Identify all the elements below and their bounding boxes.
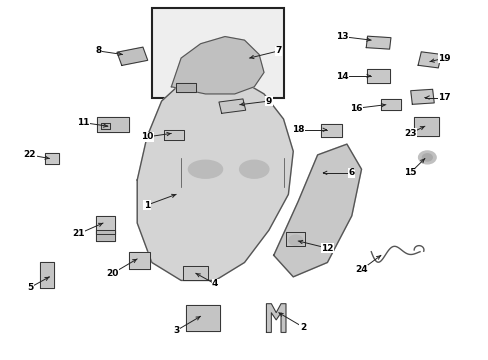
Polygon shape: [413, 117, 438, 135]
Polygon shape: [96, 216, 115, 234]
Polygon shape: [410, 89, 433, 104]
Polygon shape: [129, 252, 150, 269]
Text: 24: 24: [354, 265, 367, 274]
Text: 1: 1: [143, 201, 150, 210]
Ellipse shape: [188, 160, 222, 178]
Text: 20: 20: [106, 269, 119, 278]
Text: 15: 15: [403, 168, 416, 177]
Text: 13: 13: [335, 32, 347, 41]
Text: 6: 6: [348, 168, 354, 177]
Text: 5: 5: [27, 283, 33, 292]
Polygon shape: [321, 124, 341, 137]
Text: 8: 8: [95, 46, 101, 55]
Polygon shape: [176, 83, 195, 92]
Text: 12: 12: [321, 244, 333, 253]
Polygon shape: [117, 47, 147, 66]
Polygon shape: [96, 230, 115, 241]
Text: 9: 9: [265, 96, 271, 105]
Polygon shape: [366, 36, 390, 49]
Circle shape: [422, 154, 431, 161]
Polygon shape: [97, 117, 128, 132]
Text: 10: 10: [141, 132, 153, 141]
Text: 18: 18: [291, 125, 304, 134]
Polygon shape: [273, 144, 361, 277]
Bar: [152, 8, 283, 98]
Polygon shape: [417, 52, 441, 68]
Text: 22: 22: [23, 150, 36, 159]
Circle shape: [288, 235, 302, 245]
Text: 2: 2: [299, 323, 305, 332]
Text: 4: 4: [212, 279, 218, 288]
Text: 3: 3: [173, 326, 179, 335]
Text: 23: 23: [403, 129, 416, 138]
Polygon shape: [183, 266, 208, 280]
Polygon shape: [186, 305, 219, 331]
Text: 19: 19: [437, 54, 450, 63]
Polygon shape: [163, 130, 183, 140]
Polygon shape: [101, 123, 110, 130]
Text: 14: 14: [335, 72, 347, 81]
Ellipse shape: [239, 160, 268, 178]
Text: 17: 17: [437, 93, 450, 102]
Polygon shape: [171, 37, 264, 94]
Polygon shape: [266, 304, 285, 332]
Text: 7: 7: [275, 46, 281, 55]
Polygon shape: [380, 99, 400, 111]
Polygon shape: [366, 69, 389, 83]
Polygon shape: [137, 76, 293, 280]
Polygon shape: [44, 153, 59, 164]
Polygon shape: [285, 232, 305, 246]
Text: 16: 16: [350, 104, 362, 113]
Polygon shape: [40, 262, 54, 288]
Circle shape: [418, 151, 435, 164]
Polygon shape: [219, 99, 245, 113]
Text: 21: 21: [72, 229, 85, 238]
Text: 11: 11: [77, 118, 90, 127]
